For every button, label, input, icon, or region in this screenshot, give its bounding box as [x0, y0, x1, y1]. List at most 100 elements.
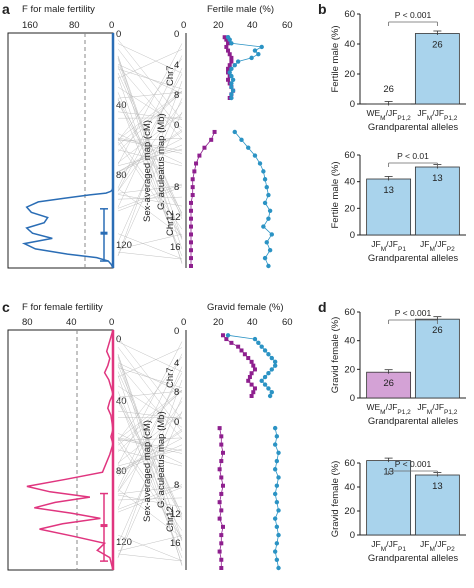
marker-link-line — [117, 487, 183, 513]
cyan-point — [269, 390, 274, 395]
bar — [414, 318, 460, 399]
y-tick-label: 20 — [344, 203, 355, 214]
marker-link-line — [117, 449, 183, 467]
purple-point — [219, 508, 224, 513]
marker-link-line — [117, 385, 183, 428]
x-axis-label: Grandparental alleles — [368, 122, 459, 133]
purple-point — [246, 378, 251, 383]
purple-point — [224, 337, 229, 342]
fertile-male-title: Fertile male (%) — [207, 4, 274, 15]
fert-tick: 40 — [247, 317, 258, 328]
marker-link-line — [117, 196, 183, 200]
marker-link-line — [117, 55, 183, 239]
cyan-point — [262, 255, 268, 261]
cyan-point — [259, 344, 264, 349]
marker-link-line — [117, 354, 183, 540]
marker-link-line — [117, 553, 183, 562]
marker-link-line — [117, 43, 183, 74]
marker-link-line — [117, 90, 183, 140]
cyan-point — [249, 55, 254, 61]
purple-point — [189, 232, 193, 237]
f-male-curve — [21, 33, 114, 269]
cyan-point — [274, 434, 280, 439]
cyan-series-line — [274, 428, 279, 569]
y-tick-label: 0 — [350, 230, 355, 241]
purple-point — [197, 153, 202, 158]
chr7-label: Chr7 — [165, 367, 176, 388]
chr-map-label: G. aculeatus map (Mb) — [156, 411, 167, 508]
cyan-point — [276, 450, 281, 455]
purple-point — [229, 59, 234, 64]
cyan-point — [272, 425, 278, 431]
mb-tick: 0 — [174, 29, 179, 40]
y-tick-label: 40 — [344, 336, 355, 347]
y-tick-label: 40 — [344, 39, 355, 50]
purple-point — [189, 264, 193, 268]
cyan-point — [264, 240, 269, 245]
cyan-point — [262, 348, 268, 353]
marker-link-line — [117, 111, 183, 120]
marker-links — [117, 337, 183, 566]
cm-tick: 40 — [116, 396, 127, 407]
cm-tick: 80 — [116, 466, 127, 477]
purple-point — [190, 185, 195, 190]
cyan-point — [261, 224, 266, 229]
marker-link-line — [117, 366, 183, 509]
cyan-point — [266, 352, 271, 357]
f-tick: 160 — [22, 20, 38, 31]
marker-link-line — [117, 98, 183, 243]
chr12-label: Chr12 — [165, 210, 176, 236]
marker-link-line — [117, 535, 183, 552]
cyan-point — [229, 41, 234, 46]
purple-point — [251, 390, 256, 395]
cyan-point — [227, 70, 232, 75]
purple-point — [226, 41, 231, 46]
marker-link-line — [117, 433, 183, 464]
fert-tick: 40 — [247, 20, 258, 31]
purple-point — [246, 356, 251, 361]
purple-point — [252, 386, 257, 391]
purple-point — [242, 352, 247, 357]
cyan-point — [239, 137, 244, 143]
purple-point — [219, 434, 224, 439]
f-tick: 0 — [109, 317, 114, 328]
marker-link-line — [117, 372, 183, 493]
purple-point — [217, 516, 222, 521]
y-tick-label: 0 — [350, 99, 355, 110]
chr-map-label: G. aculeatus map (Mb) — [156, 113, 167, 210]
cyan-point — [276, 565, 281, 571]
cyan-point — [262, 374, 268, 380]
purple-point — [219, 533, 224, 538]
fert-tick: 60 — [282, 20, 293, 31]
marker-link-line — [117, 92, 183, 240]
marker-link-line — [117, 81, 183, 256]
mb-tick: 16 — [170, 538, 181, 549]
fert-tick: 20 — [213, 20, 224, 31]
chr12-label: Chr12 — [165, 506, 176, 532]
purple-point — [219, 566, 224, 570]
cyan-point — [272, 549, 278, 554]
purple-point — [194, 161, 199, 166]
purple-point — [227, 52, 232, 57]
purple-point — [217, 500, 222, 505]
cyan-point — [269, 367, 274, 372]
purple-point — [219, 475, 224, 480]
marker-link-line — [117, 129, 183, 176]
cyan-point — [232, 62, 237, 68]
bar — [414, 33, 460, 105]
purple-point — [249, 359, 254, 364]
cyan-point — [229, 81, 234, 86]
mb-tick: 8 — [174, 182, 179, 193]
cm-tick: 0 — [116, 334, 121, 345]
cyan-series-line — [234, 131, 273, 267]
purple-point — [249, 394, 254, 398]
panel-label-c: c — [2, 299, 10, 315]
marker-link-line — [117, 371, 183, 516]
cm-tick: 0 — [116, 29, 121, 40]
marker-link-line — [117, 437, 183, 531]
cyan-point — [276, 532, 281, 538]
purple-point — [220, 524, 225, 529]
marker-link-line — [117, 444, 183, 473]
y-tick-label: 20 — [344, 69, 355, 80]
mb-tick: 0 — [174, 326, 179, 337]
